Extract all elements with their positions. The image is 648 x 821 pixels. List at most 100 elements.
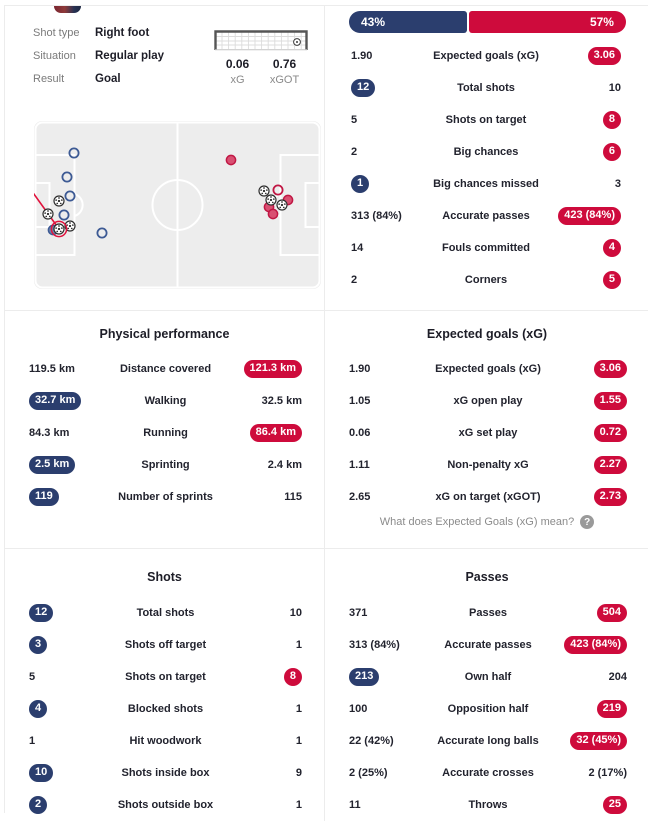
passes-rows: 371 Passes 504 313 (84%) Accurate passes 423 … [325, 597, 648, 821]
shot-marker-ball[interactable] [64, 220, 76, 232]
possession-away-segment: 57% [469, 11, 626, 33]
detail-row: Situation Regular play [33, 44, 164, 67]
stat-home-value: 119.5 km [29, 363, 75, 375]
detail-row: Shot type Right foot [33, 21, 164, 44]
stat-home-value: 1.11 [349, 459, 370, 471]
stat-away-value: 2.27 [555, 456, 627, 474]
stat-away-value: 1 [295, 703, 302, 715]
stat-away-value: 5 [549, 271, 621, 289]
stat-label: Shots inside box [121, 767, 210, 779]
stat-row: 313 (84%) Accurate passes 423 (84%) [349, 629, 627, 661]
shot-marker-blue-open[interactable] [58, 209, 70, 221]
stat-label: Walking [144, 395, 187, 407]
stat-label: Number of sprints [118, 491, 213, 503]
physical-performance-card: Physical performance 119.5 km Distance co… [5, 311, 325, 548]
stat-row: 4 Blocked shots 1 [29, 693, 302, 725]
stat-label: Shots on target [445, 114, 527, 126]
goal-frame [214, 30, 308, 51]
shot-marker-blue-open[interactable] [68, 147, 80, 159]
stat-home-value: 1 [29, 735, 36, 747]
stat-away-value: 10 [608, 82, 621, 94]
shot-marker-blue-open[interactable] [64, 190, 76, 202]
stat-home-value: 84.3 km [29, 427, 70, 439]
stat-row: 371 Passes 504 [349, 597, 627, 629]
shot-marker-ball[interactable] [42, 208, 54, 220]
shot-marker-ball[interactable] [276, 199, 288, 211]
stat-label: Accurate passes [444, 639, 532, 651]
stat-row: 10 Shots inside box 9 [29, 757, 302, 789]
stat-label: Non-penalty xG [447, 459, 529, 471]
shot-marker-red-open[interactable] [272, 184, 284, 196]
shots-rows: 12 Total shots 10 3 Shots off target 1 5 Shots … [5, 597, 324, 821]
stat-home-value: 12 [29, 604, 101, 622]
stat-label: Hit woodwork [129, 735, 202, 747]
stat-row: 1.90 Expected goals (xG) 3.06 [349, 40, 626, 72]
stat-away-value: 3.06 [549, 47, 621, 65]
shot-marker-red-filled[interactable] [225, 154, 237, 166]
shot-marker-ball[interactable] [258, 185, 270, 197]
stat-away-value: 6 [549, 143, 621, 161]
shot-marker-ball-selected[interactable] [53, 223, 65, 235]
stat-home-value: 371 [349, 607, 368, 619]
stat-row: 119.5 km Distance covered 121.3 km [29, 353, 302, 385]
stat-row: 84.3 km Running 86.4 km [29, 417, 302, 449]
pitch [34, 121, 321, 289]
stat-home-value: 3 [29, 636, 101, 654]
stat-label: Accurate passes [442, 210, 530, 222]
stat-home-value: 2.5 km [29, 456, 101, 474]
shot-marker-ball[interactable] [53, 195, 65, 207]
stat-row: 2 (25%) Accurate crosses 2 (17%) [349, 757, 627, 789]
stat-label: Shots on target [125, 671, 206, 683]
section-shots-and-passes: Shots 12 Total shots 10 3 Shots off target 1 5… [5, 549, 648, 821]
xg-info-text: What does Expected Goals (xG) mean? [379, 516, 575, 528]
stat-label: Own half [464, 671, 512, 683]
stat-away-value: 32 (45%) [555, 732, 627, 750]
stat-away-value: 1 [295, 639, 302, 651]
stat-home-value: 313 (84%) [349, 639, 400, 651]
stat-label: Distance covered [119, 363, 212, 375]
stat-home-value: 213 [349, 668, 421, 686]
stat-row: 1 Big chances missed 3 [349, 168, 626, 200]
stat-label: xG set play [458, 427, 518, 439]
stat-home-value: 2 [29, 796, 101, 814]
stat-label: Sprinting [141, 459, 190, 471]
shot-marker-blue-open[interactable] [61, 171, 73, 183]
stat-label: Big chances [453, 146, 519, 158]
player-avatar[interactable] [54, 6, 81, 13]
stat-away-value: 9 [295, 767, 302, 779]
xg-info-link[interactable]: What does Expected Goals (xG) mean? ? [325, 515, 648, 529]
stat-label: Total shots [136, 607, 195, 619]
shot-detail-rows: Shot type Right foot Situation Regular play… [33, 21, 164, 90]
possession-home-segment: 43% [349, 11, 468, 33]
xgot-label: xGOT [269, 74, 300, 86]
stat-row: 1 Hit woodwork 1 [29, 725, 302, 757]
shot-marker-red-filled[interactable] [267, 208, 279, 220]
passes-card: Passes 371 Passes 504 313 (84%) Accurate pas… [325, 549, 648, 821]
section-shot-detail-and-top-stats: Shot type Right foot Situation Regular play… [5, 6, 648, 311]
stat-label: Opposition half [447, 703, 529, 715]
stat-away-value: 423 (84%) [549, 207, 621, 225]
goal-mock: 0.06 xG 0.76 xGOT [214, 30, 308, 86]
stat-away-value: 8 [230, 668, 302, 686]
shot-marker-ball[interactable] [265, 194, 277, 206]
stat-row: 1.90 Expected goals (xG) 3.06 [349, 353, 627, 385]
stat-home-value: 5 [29, 671, 36, 683]
stat-home-value: 2.65 [349, 491, 371, 503]
stat-home-value: 1.90 [349, 363, 371, 375]
stat-home-value: 2 [351, 146, 358, 158]
stat-away-value: 1 [295, 799, 302, 811]
stat-away-value: 1 [295, 735, 302, 747]
stat-row: 313 (84%) Accurate passes 423 (84%) [349, 200, 626, 232]
selected-shot-ring [50, 220, 68, 238]
stat-away-value: 121.3 km [230, 360, 302, 378]
shot-marker-blue-open[interactable] [96, 227, 108, 239]
section-title: Shots [147, 570, 182, 584]
stat-home-value: 1.90 [351, 50, 373, 62]
question-mark-icon[interactable]: ? [580, 515, 595, 529]
stat-label: Expected goals (xG) [435, 363, 541, 375]
stat-home-value: 119 [29, 488, 101, 506]
shots-card: Shots 12 Total shots 10 3 Shots off target 1 5… [5, 549, 325, 821]
stat-row: 12 Total shots 10 [29, 597, 302, 629]
stat-row: 3 Shots off target 1 [29, 629, 302, 661]
possession-away-value: 57% [589, 15, 614, 29]
